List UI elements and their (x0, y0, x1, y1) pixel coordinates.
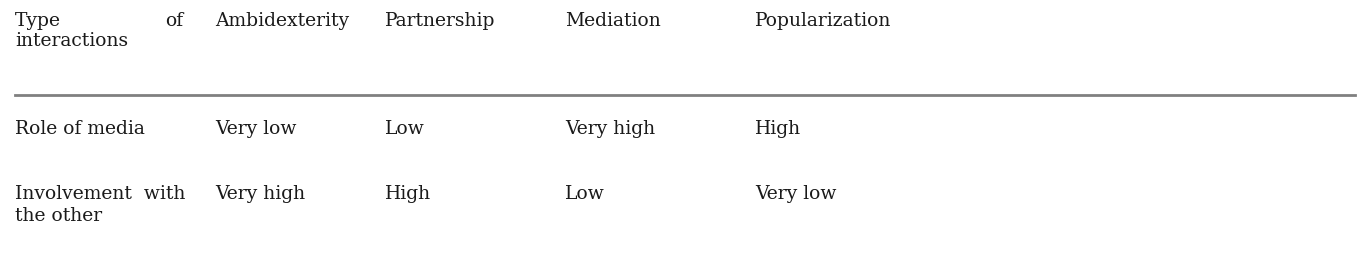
Text: Very low: Very low (755, 185, 836, 203)
Text: Mediation: Mediation (564, 12, 660, 30)
Text: High: High (755, 120, 801, 138)
Text: Very high: Very high (564, 120, 655, 138)
Text: Partnership: Partnership (385, 12, 496, 30)
Text: Very low: Very low (215, 120, 296, 138)
Text: Role of media: Role of media (15, 120, 145, 138)
Text: interactions: interactions (15, 32, 129, 50)
Text: Ambidexterity: Ambidexterity (215, 12, 349, 30)
Text: Very high: Very high (215, 185, 306, 203)
Text: Involvement  with
the other: Involvement with the other (15, 185, 185, 225)
Text: Low: Low (564, 185, 604, 203)
Text: Low: Low (385, 120, 425, 138)
Text: Type: Type (15, 12, 62, 30)
Text: Popularization: Popularization (755, 12, 892, 30)
Text: High: High (385, 185, 432, 203)
Text: of: of (164, 12, 184, 30)
